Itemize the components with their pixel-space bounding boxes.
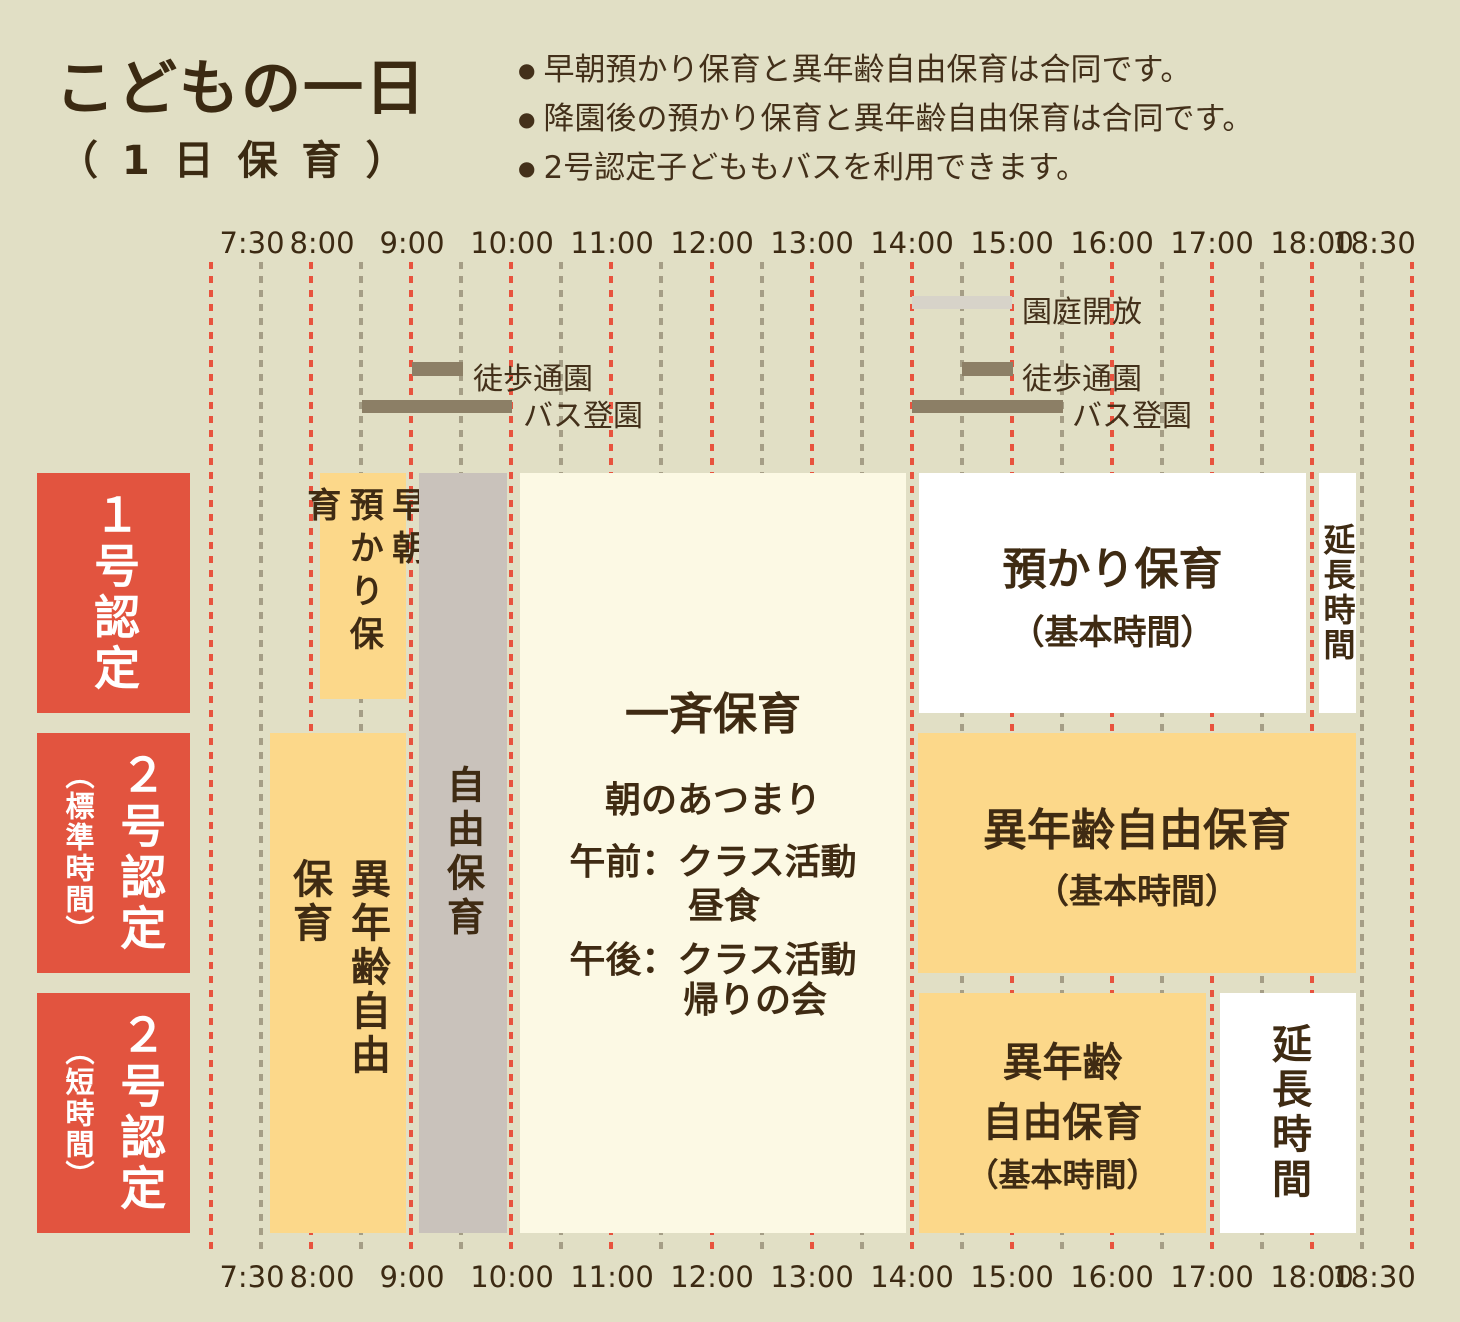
time-label: 8:00 — [289, 1260, 355, 1294]
note-text: 降園後の預かり保育と異年齢自由保育は合同です。 — [543, 101, 1254, 137]
time-label: 8:00 — [289, 226, 355, 260]
time-label: 11:00 — [570, 1260, 654, 1294]
time-label: 16:00 — [1070, 1260, 1154, 1294]
block-early-morning-care-text: 早朝 預かり保育 — [299, 487, 427, 699]
bar-bus-morning — [362, 400, 512, 413]
time-label: 16:00 — [1070, 226, 1154, 260]
bullet-icon: ● — [518, 58, 536, 82]
time-label: 14:00 — [870, 226, 954, 260]
category-sub: （短時間） — [60, 1035, 95, 1191]
time-label: 18:00 — [1270, 1260, 1354, 1294]
gridline-half — [259, 262, 263, 1256]
time-label: 15:00 — [970, 226, 1054, 260]
block-free-play-text: 自由保育 — [440, 765, 485, 941]
notes-list: ● 早朝預かり保育と異年齢自由保育は合同です。 ● 降園後の預かり保育と異年齢自由保… — [518, 52, 1253, 186]
page-title: こどもの一日 — [55, 54, 427, 124]
category-text: １号認定 — [78, 473, 149, 713]
note-line: ● 早朝預かり保育と異年齢自由保育は合同です。 — [518, 52, 1253, 88]
time-label: 17:00 — [1170, 226, 1254, 260]
block-sub-label: （基本時間） — [1010, 612, 1215, 653]
bar-bus-morning-label: バス登園 — [523, 399, 643, 434]
note-line: ● 2号認定子どももバスを利用できます。 — [518, 150, 1253, 186]
note-text: 2号認定子どももバスを利用できます。 — [543, 150, 1088, 186]
bar-garden-open — [912, 296, 1012, 309]
vertical-col-left: 預かり保育 — [300, 487, 384, 659]
note-text: 早朝預かり保育と異年齢自由保育は合同です。 — [543, 52, 1192, 88]
time-label: 18:30 — [1332, 226, 1416, 260]
block-free-play: 自由保育 — [419, 473, 507, 1233]
bar-walk-morning-label: 徒歩通園 — [473, 362, 593, 397]
block-mixed-age-basic-standard-text: 異年齢自由保育 （基本時間） — [918, 733, 1356, 973]
category-main: ２号認定 — [113, 751, 168, 955]
block-extension-time-row3: 延長時間 — [1220, 993, 1356, 1233]
gridline-half — [1360, 262, 1364, 1256]
time-label: 12:00 — [670, 1260, 754, 1294]
time-label: 9:00 — [379, 226, 445, 260]
category-box-type2-short: ２号認定 （短時間） — [37, 993, 190, 1233]
block-mixed-age-basic-short: 異年齢 自由保育 （基本時間） — [919, 993, 1206, 1233]
time-label: 9:00 — [379, 1260, 445, 1294]
block-mixed-age-morning-text: 異年齢自由保育 — [286, 858, 390, 1078]
group-line-morning-gathering: 朝のあつまり — [604, 780, 821, 821]
bullet-icon: ● — [518, 107, 536, 131]
time-label: 10:00 — [470, 1260, 554, 1294]
gridline-hour — [409, 262, 413, 1256]
time-label: 13:00 — [770, 226, 854, 260]
block-sub-label: （基本時間） — [966, 1156, 1159, 1194]
block-main-label: 預かり保育 — [1002, 543, 1223, 595]
time-label: 11:00 — [570, 226, 654, 260]
bar-walk-afternoon-label: 徒歩通園 — [1022, 362, 1142, 397]
block-main-label-line1: 異年齢 — [1002, 1040, 1123, 1086]
page-subtitle: （ 1 日 保 育 ） — [58, 138, 411, 184]
bar-walk-afternoon — [962, 362, 1013, 376]
gridline-hour — [1410, 262, 1414, 1256]
gridline-hour — [209, 262, 213, 1256]
category-text: ２号認定 （標準時間） — [52, 733, 175, 973]
time-label: 18:30 — [1332, 1260, 1416, 1294]
block-extension-time-row1-text: 延長時間 — [1318, 523, 1357, 663]
note-line: ● 降園後の預かり保育と異年齢自由保育は合同です。 — [518, 101, 1253, 137]
block-mixed-age-morning: 異年齢自由保育 — [270, 733, 406, 1233]
bar-bus-afternoon-label: バス登園 — [1072, 399, 1192, 434]
bar-walk-morning — [412, 362, 463, 376]
time-label: 17:00 — [1170, 1260, 1254, 1294]
block-extension-time-row3-text: 延長時間 — [1265, 1023, 1311, 1203]
time-label: 7:30 — [219, 226, 285, 260]
block-mixed-age-basic-short-text: 異年齢 自由保育 （基本時間） — [919, 993, 1206, 1233]
block-extension-time-row1: 延長時間 — [1319, 473, 1357, 713]
block-sub-label: （基本時間） — [1035, 871, 1239, 912]
block-main-label-line2: 自由保育 — [982, 1100, 1143, 1146]
block-extended-care-basic-text: 預かり保育 （基本時間） — [919, 473, 1306, 713]
block-mixed-age-basic-standard: 異年齢自由保育 （基本時間） — [918, 733, 1356, 973]
group-line-closing-meeting: 帰りの会 — [682, 980, 827, 1021]
block-group-childcare: 一斉保育 朝のあつまり 午前：クラス活動 昼食 午後：クラス活動 帰りの会 — [520, 473, 906, 1233]
time-label: 13:00 — [770, 1260, 854, 1294]
group-line-am-activity: 午前：クラス活動 — [569, 842, 857, 883]
category-text: ２号認定 （短時間） — [52, 993, 175, 1233]
group-line-pm-activity: 午後：クラス活動 — [569, 940, 857, 981]
block-group-childcare-title: 一斉保育 — [625, 689, 801, 740]
time-label: 15:00 — [970, 1260, 1054, 1294]
category-box-type1: １号認定 — [37, 473, 190, 713]
block-early-morning-care: 早朝 預かり保育 — [301, 473, 426, 699]
bullet-icon: ● — [518, 156, 536, 180]
category-main: １号認定 — [87, 491, 142, 695]
time-label: 10:00 — [470, 226, 554, 260]
gridline-hour — [509, 262, 513, 1256]
gridline-hour — [910, 262, 914, 1256]
group-line-lunch: 昼食 — [687, 886, 760, 927]
time-label: 12:00 — [670, 226, 754, 260]
category-box-type2-standard: ２号認定 （標準時間） — [37, 733, 190, 973]
time-label: 7:30 — [219, 1260, 285, 1294]
category-main: ２号認定 — [113, 1011, 168, 1215]
category-sub: （標準時間） — [60, 760, 95, 946]
bar-bus-afternoon — [912, 400, 1063, 413]
block-main-label: 異年齢自由保育 — [983, 804, 1291, 856]
time-label: 18:00 — [1270, 226, 1354, 260]
block-extended-care-basic: 預かり保育 （基本時間） — [919, 473, 1306, 713]
time-label: 14:00 — [870, 1260, 954, 1294]
bar-garden-open-label: 園庭開放 — [1022, 295, 1142, 330]
